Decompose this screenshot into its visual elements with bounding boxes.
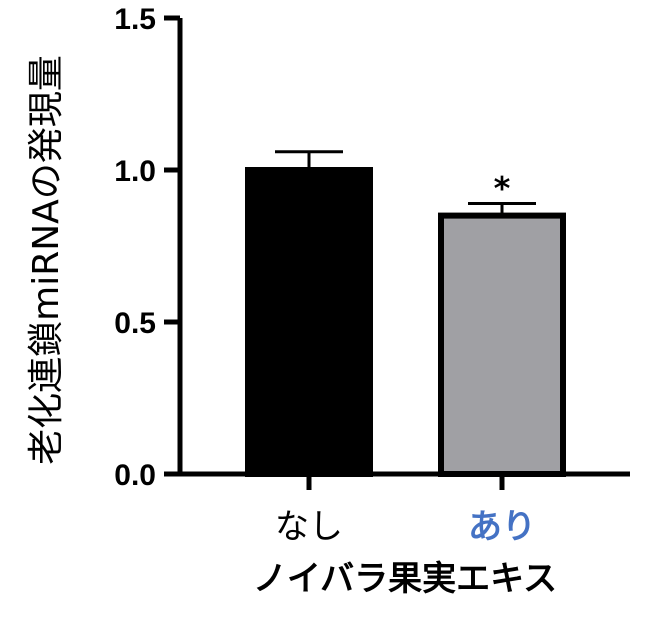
y-tick-label: 0.0 <box>114 459 156 492</box>
axes: 0.0 0.5 1.0 1.5 なし あり <box>114 3 630 547</box>
y-axis-label: 老化連鎖miRNAの発現量 <box>26 55 67 465</box>
bars: * <box>245 150 566 477</box>
x-axis-label: ノイバラ果実エキス <box>253 559 557 599</box>
x-tick-label: あり <box>468 507 536 547</box>
x-tick-label: なし <box>275 507 343 547</box>
bar <box>245 167 373 477</box>
y-tick-label: 1.5 <box>114 3 156 36</box>
bar <box>438 212 566 477</box>
labels: 老化連鎖miRNAの発現量 ノイバラ果実エキス <box>26 55 557 599</box>
y-tick-label: 0.5 <box>114 307 156 340</box>
significance-marker: * <box>494 169 511 207</box>
y-tick-label: 1.0 <box>114 155 156 188</box>
